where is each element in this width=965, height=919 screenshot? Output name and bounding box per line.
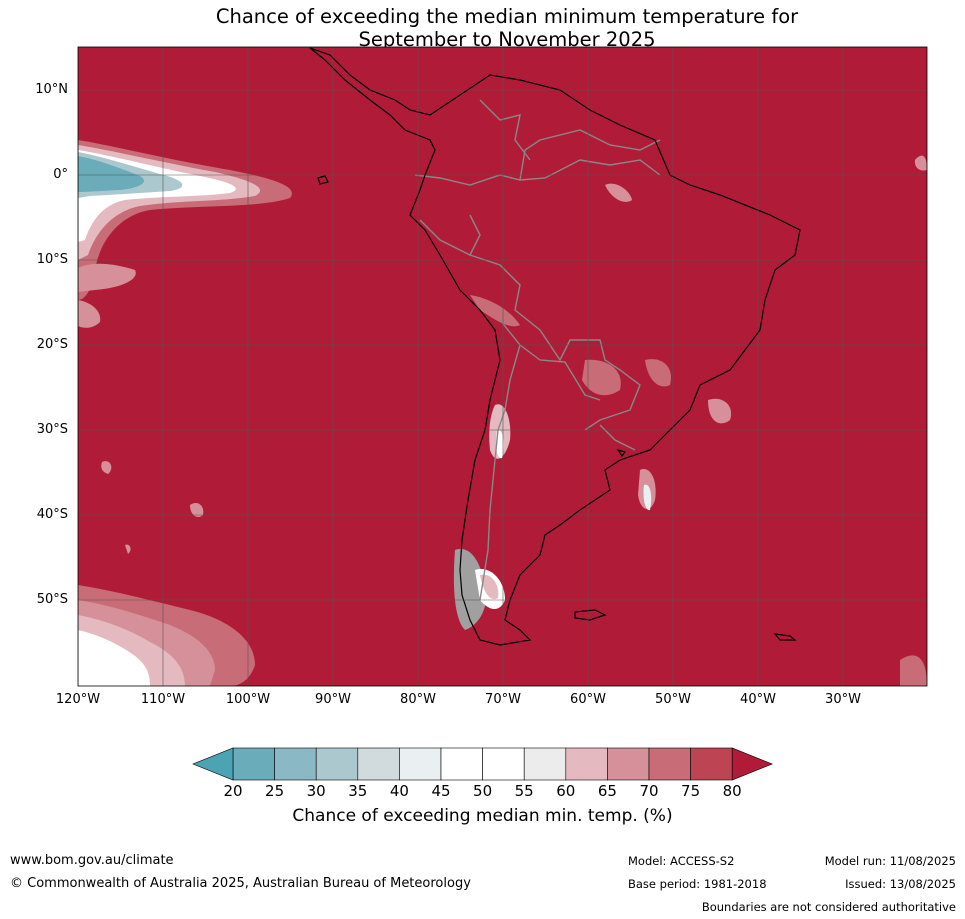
longitude-label: 80°W — [400, 692, 436, 707]
colorbar-over-arrow — [731, 747, 774, 781]
colorbar-tick-label: 65 — [597, 782, 617, 800]
colorbar-segment — [523, 747, 567, 781]
latitude-label: 30°S — [36, 422, 68, 437]
colorbar-segment — [690, 747, 733, 781]
colorbar-segment — [648, 747, 691, 781]
footer-copyright: © Commonwealth of Australia 2025, Austra… — [10, 876, 471, 891]
latitude-label: 40°S — [36, 507, 68, 522]
colorbar-tick-label: 45 — [431, 782, 451, 800]
colorbar-segment — [482, 747, 525, 781]
colorbar-tick-label: 80 — [722, 782, 742, 800]
colorbar-segment — [440, 747, 483, 781]
pacific-anomaly-region — [78, 140, 292, 328]
colorbar-tick-label: 70 — [639, 782, 659, 800]
colorbar-tick-label: 50 — [473, 782, 493, 800]
colorbar-tick-label: 40 — [389, 782, 409, 800]
colorbar-segment — [565, 747, 608, 781]
south-pacific-anomaly-region — [78, 461, 255, 686]
coastlines — [309, 47, 801, 646]
latitude-label: 20°S — [36, 337, 68, 352]
map-area — [78, 47, 927, 686]
colorbar-caption: Chance of exceeding median min. temp. (%… — [292, 806, 673, 826]
colorbar-segment — [232, 747, 275, 781]
longitude-label: 40°W — [740, 692, 776, 707]
colorbar-segment — [399, 747, 442, 781]
colorbar-tick-label: 30 — [306, 782, 326, 800]
colorbar-tick-label: 35 — [348, 782, 368, 800]
footer-model: Model: ACCESS-S2 — [628, 854, 735, 868]
longitude-label: 100°W — [225, 692, 271, 707]
footer-website[interactable]: www.bom.gov.au/climate — [10, 853, 174, 868]
colorbar-tick-label: 60 — [556, 782, 576, 800]
land-anomaly-regions — [453, 155, 927, 686]
colorbar-segment — [357, 747, 400, 781]
longitude-label: 120°W — [55, 692, 101, 707]
latitude-label: 10°S — [36, 252, 68, 267]
graticule-grid — [78, 47, 927, 686]
longitude-label: 60°W — [570, 692, 606, 707]
footer-model-run: Model run: 11/08/2025 — [824, 854, 956, 868]
map-frame — [77, 46, 928, 687]
colorbar-tick-label: 25 — [265, 782, 285, 800]
map-title-line2: September to November 2025 — [358, 28, 656, 51]
colorbar-segment — [274, 747, 317, 781]
longitude-label: 30°W — [825, 692, 861, 707]
longitude-label: 110°W — [140, 692, 186, 707]
colorbar-tick-label: 75 — [681, 782, 701, 800]
colorbar-tick-label: 20 — [223, 782, 243, 800]
latitude-label: 0° — [53, 167, 68, 182]
footer-base-period: Base period: 1981-2018 — [628, 877, 767, 891]
longitude-label: 50°W — [655, 692, 691, 707]
footer-disclaimer: Boundaries are not considered authoritat… — [701, 900, 956, 914]
colorbar-tick-label: 55 — [514, 782, 534, 800]
map-background — [78, 47, 927, 686]
footer-issued: Issued: 13/08/2025 — [845, 877, 956, 891]
latitude-label: 10°N — [35, 82, 68, 97]
map-title-line1: Chance of exceeding the median minimum t… — [215, 5, 799, 28]
longitude-label: 90°W — [315, 692, 351, 707]
latitude-label: 50°S — [36, 592, 68, 607]
colorbar — [192, 747, 774, 781]
colorbar-under-arrow — [192, 747, 234, 781]
longitude-label: 70°W — [485, 692, 521, 707]
colorbar-segment — [607, 747, 650, 781]
colorbar-segment — [315, 747, 359, 781]
